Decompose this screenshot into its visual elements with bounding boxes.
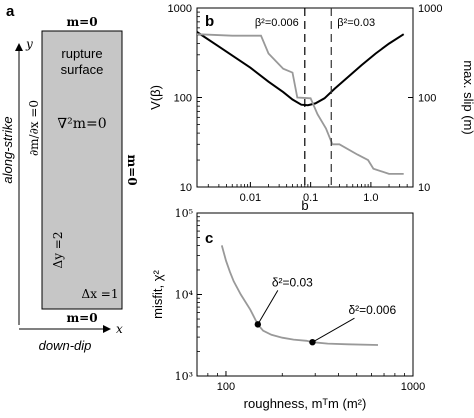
x-axis-label-b: b [301,198,308,213]
series-line-b-max-slip [196,33,404,175]
y-tick-label-c: 10⁵ [175,207,193,220]
top-boundary-condition: m=0 [66,15,97,29]
point-label-c: δ²=0.006 [348,303,396,317]
y-axis-letter: y [25,37,33,51]
rupture-label-line1: rupture [61,46,102,61]
vline-label-b: β²=0.006 [255,17,299,29]
marker-point-c [254,321,262,328]
panel-b: b 0.01 0.1 1.0 10 10 100 100 1000 1000 b V(β) max. s… [148,3,474,213]
x-tick-label-b: 1.0 [363,192,378,204]
vline-label-b: β²=0.03 [337,17,375,29]
y-axis-label-c: misfit, χ² [150,269,165,318]
x-tick-label-b: 0.01 [240,192,261,204]
y-tick-label-c: 10³ [175,370,193,383]
y-tick-label-right-b: 1000 [418,3,442,15]
down-dip-label: down-dip [39,338,92,353]
panel-b-label: b [205,13,214,30]
delta-x-label: Δx =1 [82,287,119,301]
y-tick-label-right-b: 10 [418,182,430,194]
rupture-label-line2: surface [61,62,104,77]
y-tick-label-left-b: 10 [180,182,192,194]
y-tick-label-right-b: 100 [418,93,436,105]
leader-line-c [257,290,279,325]
along-strike-label: along-strike [0,116,15,183]
fault-plane [41,30,123,310]
laplacian-equation: ∇²m=0 [57,116,106,132]
point-label-c: δ²=0.03 [272,275,313,289]
plot-frame-c [196,212,414,377]
y-axis-label-left-b: V(β) [148,85,163,110]
x-tick-label-c: 1000 [401,381,425,393]
series-line-c-tradeoff [220,245,379,346]
y-tick-label-left-b: 100 [174,93,192,105]
marker-point-c [309,338,316,346]
panel-a-label: a [6,3,15,20]
x-axis-letter: x [116,322,123,336]
left-boundary-condition: ∂m/∂x =0 [27,100,41,156]
x-tick-label-c: 100 [217,381,235,393]
leader-line-c [312,317,355,343]
panel-c-label: c [205,230,213,247]
right-boundary-condition: m=0 [125,154,139,185]
x-tick-label-b: 0.1 [303,192,318,204]
y-tick-label-c: 10⁴ [175,289,194,302]
panel-c: c 100 1000 10³ 10⁴ 10⁵ roughness, mᵀm (m²) misf… [150,207,425,411]
bottom-boundary-condition: m=0 [66,311,97,325]
x-axis-label-c: roughness, mᵀm (m²) [244,396,367,411]
delta-y-label: Δy =2 [51,232,65,269]
y-tick-label-left-b: 1000 [168,3,192,15]
y-axis-label-right-b: max. slip (m) [461,60,474,134]
series-line-b-v-beta [196,31,405,107]
